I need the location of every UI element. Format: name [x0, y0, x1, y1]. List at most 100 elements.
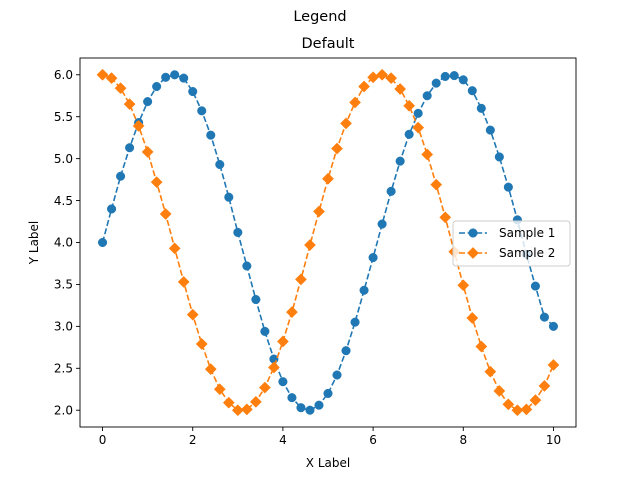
- data-point: [332, 370, 342, 380]
- data-point: [467, 86, 477, 96]
- data-point: [368, 253, 378, 263]
- x-tick-label: 6: [369, 433, 377, 447]
- x-tick-label: 2: [189, 433, 197, 447]
- data-point: [485, 125, 495, 135]
- data-point: [97, 237, 108, 248]
- figure-suptitle: Legend: [293, 9, 346, 25]
- data-point: [125, 143, 135, 153]
- data-point: [159, 208, 172, 220]
- legend-label: Sample 1: [499, 226, 555, 240]
- data-point: [430, 178, 443, 191]
- y-axis-label: Y Label: [27, 221, 41, 266]
- data-point: [493, 384, 506, 397]
- data-point: [502, 398, 515, 411]
- data-point: [538, 379, 551, 392]
- data-point: [322, 172, 334, 185]
- data-point: [179, 73, 189, 83]
- chart-title: Default: [302, 36, 355, 52]
- data-point: [412, 121, 425, 134]
- data-point: [294, 273, 307, 286]
- plot-area: [96, 68, 560, 417]
- data-point: [394, 83, 407, 95]
- legend-label: Sample 2: [499, 246, 555, 260]
- y-tick-label: 6.0: [54, 68, 73, 82]
- data-point: [520, 403, 533, 416]
- data-point: [386, 186, 396, 196]
- data-point: [177, 275, 190, 288]
- y-tick-label: 3.0: [54, 320, 73, 334]
- data-point: [503, 182, 513, 192]
- data-point: [123, 98, 136, 111]
- data-point: [323, 388, 333, 399]
- data-point: [195, 338, 208, 350]
- data-point: [449, 71, 459, 81]
- series-1: [97, 70, 559, 415]
- y-tick-label: 5.0: [54, 152, 73, 166]
- data-point: [287, 393, 297, 403]
- data-point: [233, 227, 243, 237]
- data-point: [476, 103, 486, 113]
- y-tick-label: 4.5: [54, 194, 73, 208]
- data-point: [116, 171, 126, 181]
- data-point: [404, 129, 414, 139]
- data-point: [249, 395, 262, 408]
- data-point: [529, 394, 542, 407]
- data-point: [458, 75, 468, 85]
- x-tick-label: 10: [546, 433, 561, 447]
- data-point: [331, 142, 343, 155]
- data-point: [484, 365, 497, 378]
- data-point: [313, 205, 325, 218]
- data-point: [231, 404, 244, 417]
- data-point: [251, 294, 261, 305]
- data-point: [511, 404, 524, 417]
- data-point: [341, 346, 351, 356]
- x-axis-label: X Label: [306, 456, 350, 470]
- data-point: [530, 281, 540, 291]
- data-point: [296, 403, 306, 413]
- data-point: [395, 156, 405, 166]
- data-point: [215, 159, 225, 170]
- y-tick-label: 2.0: [54, 403, 73, 417]
- data-point: [258, 381, 271, 394]
- data-point: [314, 400, 324, 410]
- data-point: [242, 261, 252, 271]
- data-point: [304, 239, 316, 251]
- x-axis: 0 2 4 6 8 10: [99, 427, 561, 447]
- data-point: [278, 377, 288, 387]
- x-tick-label: 8: [459, 433, 467, 447]
- data-point: [186, 308, 199, 321]
- legend-box: [452, 220, 571, 267]
- data-point: [188, 86, 198, 97]
- y-tick-label: 5.5: [54, 110, 73, 124]
- data-point: [413, 108, 423, 118]
- data-point: [350, 317, 360, 327]
- legend-entries: Sample 1 Sample 2: [459, 226, 555, 260]
- y-tick-label: 2.5: [54, 361, 73, 375]
- data-point: [240, 403, 253, 416]
- data-point: [548, 321, 559, 331]
- x-tick-label: 0: [99, 433, 107, 447]
- data-point: [197, 106, 207, 116]
- data-point: [105, 72, 118, 85]
- data-point: [114, 82, 127, 95]
- data-point: [422, 91, 432, 101]
- data-point: [222, 396, 235, 409]
- x-tick-label: 4: [279, 433, 287, 447]
- y-tick-label: 3.5: [54, 278, 73, 292]
- y-tick-label: 4.0: [54, 236, 73, 250]
- data-point: [260, 326, 270, 336]
- data-point: [206, 130, 216, 140]
- data-point: [547, 358, 560, 371]
- legend-marker: [468, 228, 478, 238]
- data-point: [170, 70, 180, 80]
- data-point: [96, 68, 109, 81]
- data-point: [267, 361, 280, 374]
- data-point: [440, 71, 450, 81]
- data-point: [377, 219, 387, 229]
- data-point: [385, 72, 398, 85]
- data-point: [224, 192, 234, 202]
- data-point: [168, 242, 181, 255]
- data-point: [340, 117, 352, 130]
- data-point: [152, 81, 162, 92]
